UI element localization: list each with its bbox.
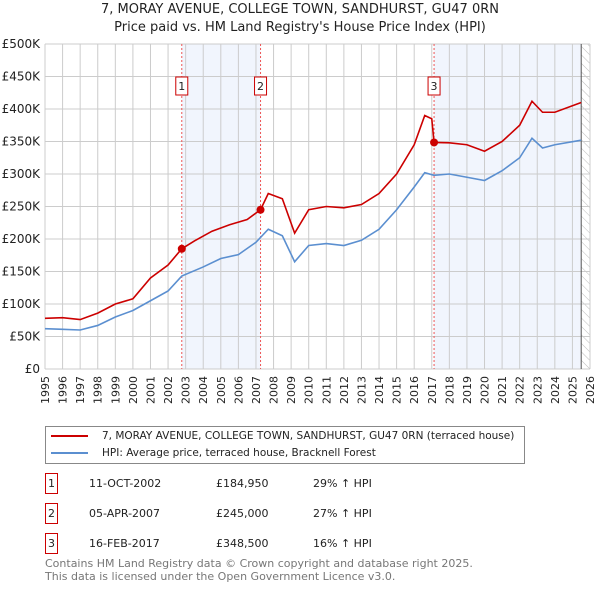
sale-date: 11-OCT-2002 — [89, 476, 162, 490]
y-tick-label: £0 — [25, 362, 40, 376]
y-tick-label: £400K — [2, 102, 42, 116]
sale-marker-label: 2 — [257, 80, 264, 93]
y-tick-label: £50K — [9, 330, 41, 344]
x-tick-label: 2025 — [566, 376, 579, 404]
sale-date: 05-APR-2007 — [89, 506, 161, 520]
x-tick-label: 1998 — [92, 376, 105, 404]
sale-price: £245,000 — [216, 506, 269, 520]
x-tick-label: 2008 — [268, 376, 281, 404]
sale-date: 16-FEB-2017 — [89, 536, 160, 550]
footer-line-2: This data is licensed under the Open Gov… — [45, 570, 396, 583]
x-tick-label: 2002 — [162, 376, 175, 404]
x-tick-label: 2012 — [338, 376, 351, 404]
x-tick-label: 2024 — [549, 376, 562, 404]
sale-price: £184,950 — [216, 476, 269, 490]
legend-swatch-property — [51, 435, 88, 437]
y-tick-label: £200K — [2, 232, 42, 246]
sale-row: 2 05-APR-2007 £245,000 27% ↑ HPI — [45, 502, 372, 524]
x-tick-label: 2017 — [426, 376, 439, 404]
sale-row: 3 16-FEB-2017 £348,500 16% ↑ HPI — [45, 532, 372, 554]
property-price-line — [44, 99, 582, 321]
x-tick-label: 2021 — [496, 376, 509, 404]
x-tick-label: 2000 — [127, 376, 140, 404]
legend: 7, MORAY AVENUE, COLLEGE TOWN, SANDHURST… — [45, 426, 525, 464]
x-tick-label: 2006 — [232, 376, 245, 404]
sale-point — [256, 205, 265, 214]
y-tick-label: £500K — [2, 37, 42, 51]
x-tick-label: 2004 — [197, 376, 210, 404]
x-tick-label: 2009 — [285, 376, 298, 404]
y-tick-label: £250K — [2, 200, 42, 214]
sale-point — [177, 244, 186, 253]
y-tick-label: £350K — [2, 135, 42, 149]
sale-marker-box — [254, 76, 268, 96]
sale-point — [430, 138, 439, 147]
x-tick-label: 2014 — [373, 376, 386, 404]
x-tick-label: 2019 — [461, 376, 474, 404]
x-tick-label: 2023 — [531, 376, 544, 404]
sale-hpi: 29% ↑ HPI — [313, 476, 372, 490]
x-tick-label: 2015 — [391, 376, 404, 404]
x-tick-label: 1995 — [39, 376, 52, 404]
chart-title: 7, MORAY AVENUE, COLLEGE TOWN, SANDHURST… — [101, 2, 499, 17]
x-tick-label: 2018 — [443, 376, 456, 404]
x-tick-label: 2022 — [514, 376, 527, 404]
x-tick-label: 2003 — [180, 376, 193, 404]
footer-line-1: Contains HM Land Registry data © Crown c… — [45, 557, 473, 570]
sale-marker-box — [175, 76, 189, 96]
price-chart: 1995 1996 1997 1998 1999 2000 2001 2002 2003 2004… — [2, 37, 597, 404]
sale-marker-box — [427, 76, 441, 96]
x-tick-label: 1996 — [57, 376, 70, 404]
sale-marker-label: 3 — [431, 80, 438, 93]
legend-swatch-hpi — [51, 452, 88, 454]
y-tick-label: £450K — [2, 70, 42, 84]
sale-marker-label: 1 — [178, 80, 185, 93]
x-tick-label: 2013 — [355, 376, 368, 404]
x-tick-label: 2020 — [479, 376, 492, 404]
y-tick-label: £300K — [2, 167, 42, 181]
x-tick-label: 2011 — [320, 376, 333, 404]
x-tick-label: 1997 — [74, 376, 87, 404]
x-tick-label: 2005 — [215, 376, 228, 404]
sale-badge: 3 — [45, 532, 58, 554]
y-tick-label: £150K — [2, 265, 42, 279]
legend-label-property: 7, MORAY AVENUE, COLLEGE TOWN, SANDHURST… — [102, 430, 515, 442]
sale-hpi: 27% ↑ HPI — [313, 506, 372, 520]
hpi-line — [44, 137, 582, 331]
footer: Contains HM Land Registry data © Crown c… — [45, 557, 473, 583]
chart-subtitle: Price paid vs. HM Land Registry's House … — [114, 20, 486, 35]
x-tick-label: 2010 — [303, 376, 316, 404]
x-tick-label: 2016 — [408, 376, 421, 404]
x-tick-label: 1999 — [109, 376, 122, 404]
sale-badge: 1 — [45, 472, 58, 494]
sale-price: £348,500 — [216, 536, 269, 550]
sale-hpi: 16% ↑ HPI — [313, 536, 372, 550]
x-tick-label: 2026 — [584, 376, 597, 404]
y-tick-label: £100K — [2, 297, 42, 311]
sale-row: 1 11-OCT-2002 £184,950 29% ↑ HPI — [45, 472, 372, 494]
sale-badge: 2 — [45, 502, 58, 524]
x-tick-label: 2007 — [250, 376, 263, 404]
x-tick-label: 2001 — [144, 376, 157, 404]
legend-label-hpi: HPI: Average price, terraced house, Brac… — [102, 447, 376, 459]
